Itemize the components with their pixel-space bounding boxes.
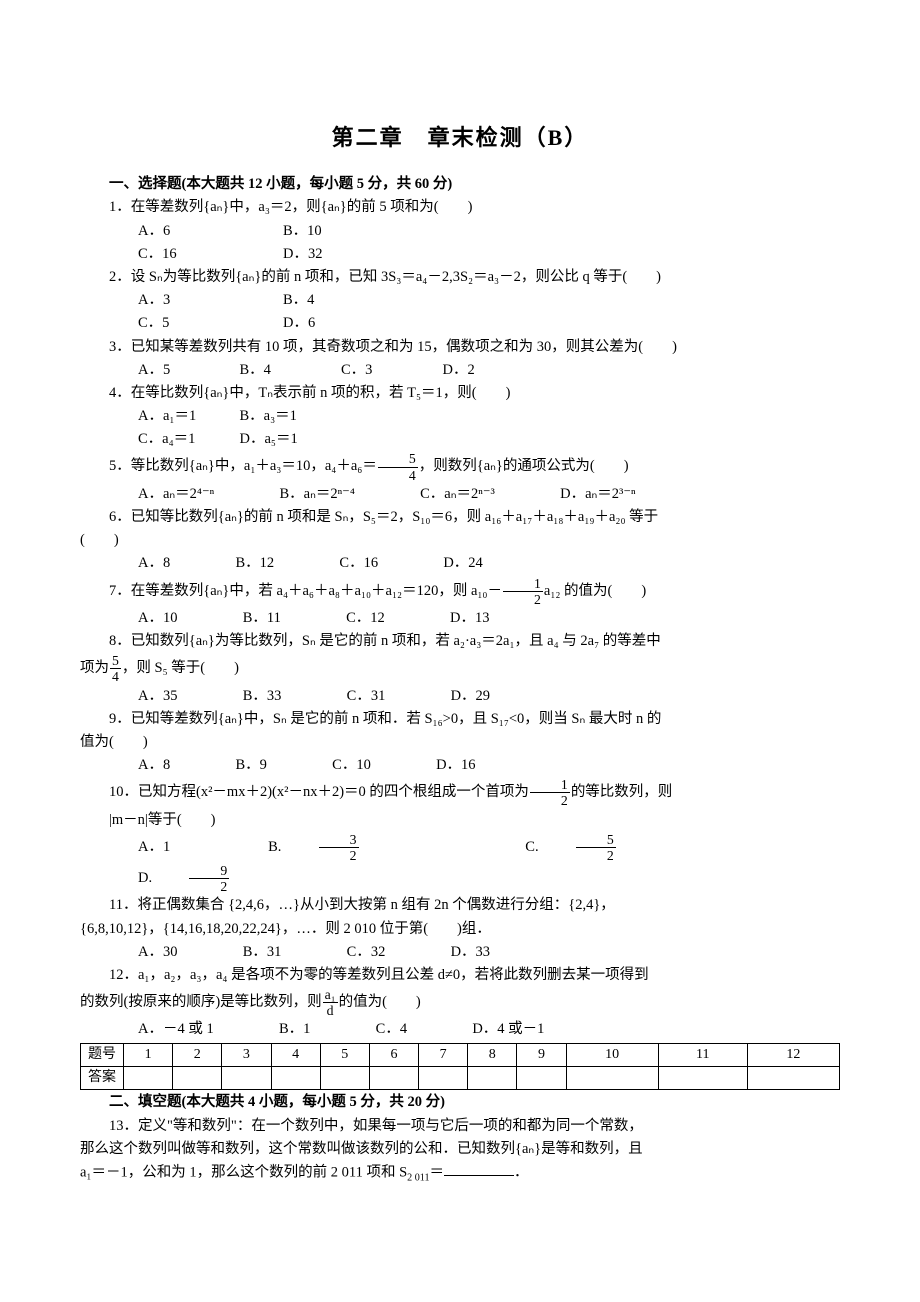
q9-cont: 值为( ) bbox=[80, 731, 840, 754]
q1-opts-row2: C．16D．32 bbox=[80, 243, 840, 266]
q10-cont: |m－n|等于( ) bbox=[80, 809, 840, 832]
q4-opts-row1: A．a₁＝1B．a₃＝1 bbox=[80, 405, 840, 428]
q2: 2．设 Sₙ为等比数列{aₙ}的前 n 项和，已知 3S₃＝a₄－2,3S₂＝a… bbox=[80, 266, 840, 289]
q6-opts: A．8B．12C．16D．24 bbox=[80, 552, 840, 575]
q7-opts: A．10B．11C．12D．13 bbox=[80, 607, 840, 630]
answer-table: 题号 123456789101112 答案 bbox=[80, 1043, 840, 1091]
q11-opts: A．30B．31C．32D．33 bbox=[80, 941, 840, 964]
q2-opts-row2: C．5D．6 bbox=[80, 312, 840, 335]
q9-opts: A．8B．9C．10D．16 bbox=[80, 754, 840, 777]
q12-opts: A．－4 或 1B．1C．4D．4 或－1 bbox=[80, 1018, 840, 1041]
q10: 10．已知方程(x²－mx＋2)(x²－nx＋2)＝0 的四个根组成一个首项为1… bbox=[80, 777, 840, 808]
q13-cont2: a₁＝－1，公和为 1，那么这个数列的前 2 011 项和 S2 011＝． bbox=[80, 1161, 840, 1187]
q6: 6．已知等比数列{aₙ}的前 n 项和是 Sₙ，S₅＝2，S₁₀＝6，则 a₁₆… bbox=[80, 506, 840, 529]
q11: 11．将正偶数集合 {2,4,6，…}从小到大按第 n 组有 2n 个偶数进行分… bbox=[80, 894, 840, 917]
table-row: 题号 123456789101112 bbox=[81, 1043, 840, 1066]
q9: 9．已知等差数列{aₙ}中，Sₙ 是它的前 n 项和．若 S₁₆>0，且 S₁₇… bbox=[80, 708, 840, 731]
q11-cont: {6,8,10,12}，{14,16,18,20,22,24}，…．则 2 01… bbox=[80, 918, 840, 941]
q3-opts: A．5B．4C．3D．2 bbox=[80, 359, 840, 382]
q13-cont1: 那么这个数列叫做等和数列，这个常数叫做该数列的公和．已知数列{aₙ}是等和数列，… bbox=[80, 1138, 840, 1161]
table-row: 答案 bbox=[81, 1067, 840, 1090]
q8: 8．已知数列{aₙ}为等比数列，Sₙ 是它的前 n 项和，若 a₂·a₃＝2a₁… bbox=[80, 630, 840, 653]
q1-opts-row1: A．6B．10 bbox=[80, 220, 840, 243]
frac-5-2-icon: 52 bbox=[576, 832, 650, 863]
frac-1-2-icon: 12 bbox=[503, 576, 543, 607]
q6-paren: ( ) bbox=[80, 529, 840, 552]
section-2-heading: 二、填空题(本大题共 4 小题，每小题 5 分，共 20 分) bbox=[80, 1091, 840, 1114]
q7: 7．在等差数列{aₙ}中，若 a₄＋a₆＋a₈＋a₁₀＋a₁₂＝120，则 a₁… bbox=[80, 576, 840, 607]
q12-cont: 的数列(按原来的顺序)是等比数列，则a₁d的值为( ) bbox=[80, 987, 840, 1018]
q5-opts: A．aₙ＝2⁴⁻ⁿB．aₙ＝2ⁿ⁻⁴C．aₙ＝2ⁿ⁻³D．aₙ＝2³⁻ⁿ bbox=[80, 483, 840, 506]
q1: 1．在等差数列{aₙ}中，a₃＝2，则{aₙ}的前 5 项和为( ) bbox=[80, 196, 840, 219]
fill-blank[interactable] bbox=[444, 1161, 514, 1177]
frac-5-4-icon: 54 bbox=[378, 451, 418, 482]
frac-5-4b-icon: 54 bbox=[110, 653, 121, 684]
q4: 4．在等比数列{aₙ}中，Tₙ表示前 n 项的积，若 T₅＝1，则( ) bbox=[80, 382, 840, 405]
frac-1-2b-icon: 12 bbox=[530, 777, 570, 808]
q8-cont: 项为54，则 S₅ 等于( ) bbox=[80, 653, 840, 684]
hdr-ans: 答案 bbox=[81, 1067, 124, 1090]
frac-a1-d-icon: a₁d bbox=[323, 987, 338, 1018]
q13: 13．定义"等和数列"：在一个数列中，如果每一项与它后一项的和都为同一个常数， bbox=[80, 1115, 840, 1138]
q4-opts-row2: C．a₄＝1D．a₅＝1 bbox=[80, 428, 840, 451]
q8-opts: A．35B．33C．31D．29 bbox=[80, 685, 840, 708]
q12: 12．a₁，a₂，a₃，a₄ 是各项不为零的等差数列且公差 d≠0，若将此数列删… bbox=[80, 964, 840, 987]
frac-3-2-icon: 32 bbox=[319, 832, 393, 863]
q5: 5．等比数列{aₙ}中，a₁＋a₃＝10，a₄＋a₆＝54，则数列{aₙ}的通项… bbox=[80, 451, 840, 482]
page-title: 第二章 章末检测（B） bbox=[80, 120, 840, 155]
hdr-num: 题号 bbox=[81, 1043, 124, 1066]
q2-opts-row1: A．3B．4 bbox=[80, 289, 840, 312]
q3: 3．已知某等差数列共有 10 项，其奇数项之和为 15，偶数项之和为 30，则其… bbox=[80, 336, 840, 359]
frac-9-2-icon: 92 bbox=[189, 863, 263, 894]
section-1-heading: 一、选择题(本大题共 12 小题，每小题 5 分，共 60 分) bbox=[80, 173, 840, 196]
q10-opts: A．1 B.32 C.52 D.92 bbox=[80, 832, 840, 895]
